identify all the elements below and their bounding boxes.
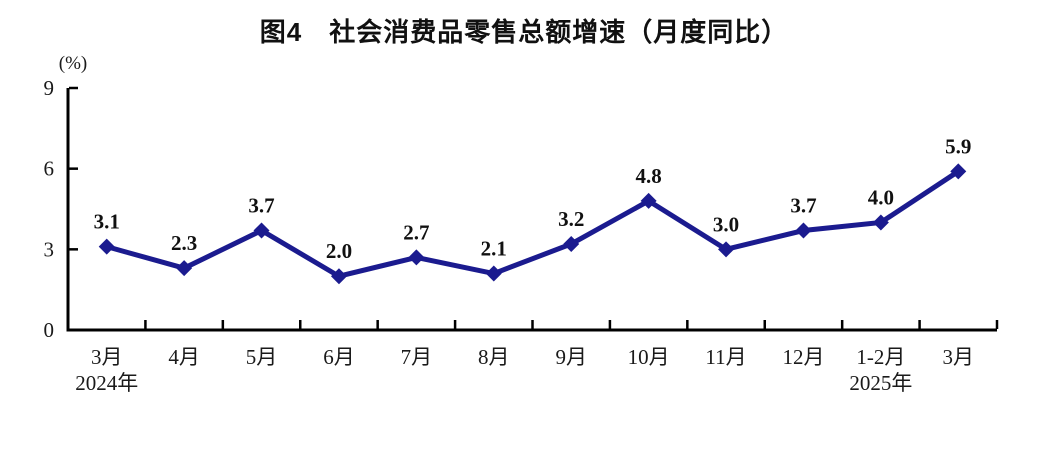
x-category-label: 9月: [555, 345, 587, 369]
data-point-label: 2.0: [326, 239, 352, 263]
y-tick-label: 3: [44, 237, 55, 261]
x-category-label: 8月: [478, 345, 510, 369]
x-category-label: 12月: [782, 345, 824, 369]
data-point-marker: [718, 241, 735, 258]
data-point-label: 3.0: [713, 212, 739, 236]
data-point-label: 3.7: [790, 194, 816, 218]
data-point-marker: [330, 268, 347, 285]
data-point-marker: [872, 214, 889, 231]
x-year-label: 2024年: [75, 371, 138, 395]
data-point-label: 2.1: [481, 237, 507, 261]
data-point-label: 2.7: [403, 220, 429, 244]
data-point-label: 4.8: [636, 164, 662, 188]
x-category-label: 11月: [705, 345, 746, 369]
y-axis-unit-label: (%): [59, 53, 87, 74]
data-point-marker: [950, 163, 967, 180]
y-tick-label: 0: [44, 318, 55, 342]
data-point-marker: [176, 260, 193, 277]
axes: [66, 88, 997, 332]
chart-title: 图4 社会消费品零售总额增速（月度同比）: [259, 17, 789, 47]
data-point-marker: [98, 238, 115, 255]
data-point-marker: [485, 265, 502, 282]
x-category-label: 4月: [168, 345, 200, 369]
data-point-label: 3.1: [94, 210, 120, 234]
data-point-label: 4.0: [868, 185, 894, 209]
data-point-label: 3.7: [248, 194, 274, 218]
data-point-label: 5.9: [945, 134, 971, 158]
data-point-marker: [253, 222, 270, 239]
x-category-label: 1-2月: [856, 345, 905, 369]
x-category-label: 3月: [943, 345, 975, 369]
data-point-label: 2.3: [171, 231, 197, 255]
data-point-marker: [795, 222, 812, 239]
x-category-label: 6月: [323, 345, 355, 369]
data-point-marker: [408, 249, 425, 266]
data-point-label: 3.2: [558, 207, 584, 231]
data-point-marker: [563, 235, 580, 252]
x-category-label: 5月: [246, 345, 278, 369]
data-point-marker: [640, 192, 657, 209]
data-line: [106, 169, 960, 279]
x-category-label: 3月: [91, 345, 123, 369]
x-category-label: 10月: [628, 345, 670, 369]
y-tick-label: 6: [44, 157, 55, 181]
x-year-label: 2025年: [849, 371, 912, 395]
y-tick-label: 9: [44, 76, 55, 100]
x-category-label: 7月: [401, 345, 433, 369]
